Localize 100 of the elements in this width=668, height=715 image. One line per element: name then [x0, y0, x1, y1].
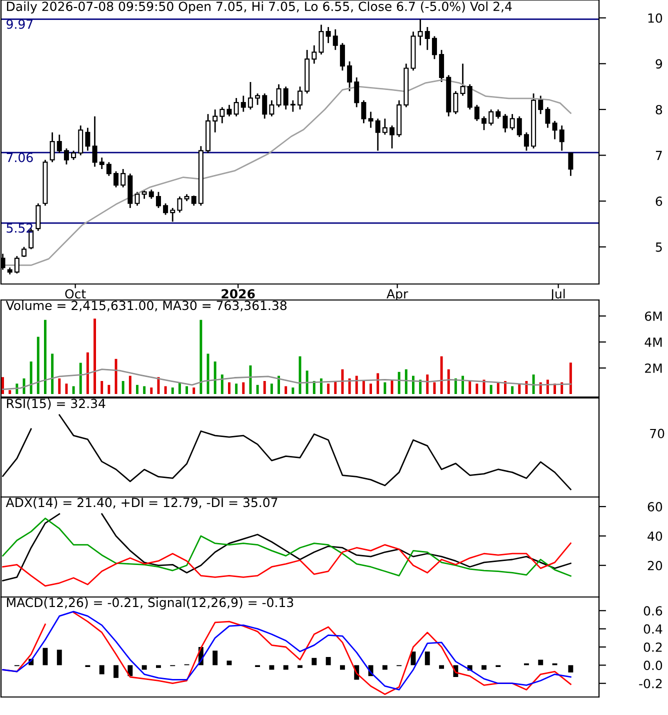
bar: [249, 365, 252, 394]
y-tick-label: 20: [648, 560, 662, 570]
bar: [326, 657, 331, 666]
chart-title: MACD(12,26) = -0.21, Signal(12,26,9) = -0.13: [7, 598, 294, 610]
bar: [468, 381, 472, 394]
candlestick: [177, 196, 182, 214]
bar: [382, 665, 388, 670]
chart-title: ADX(14) = 21.40, +DI = 12.79, -DI = 35.07: [6, 498, 278, 509]
bar: [454, 378, 457, 394]
bar: [511, 386, 514, 394]
x-tick-label: Oct: [65, 289, 86, 299]
candlestick: [163, 202, 168, 216]
bar: [143, 386, 146, 394]
bar: [269, 665, 274, 670]
line-series: [2, 542, 572, 587]
bar: [569, 362, 572, 394]
bar: [150, 388, 153, 394]
candlestick: [318, 24, 324, 56]
candlestick: [354, 76, 360, 108]
bar: [334, 381, 337, 394]
candlestick: [474, 104, 480, 122]
x-tick-label: 2026: [222, 289, 255, 299]
candlestick: [156, 191, 161, 209]
bar: [228, 382, 230, 394]
candlestick: [347, 60, 352, 92]
chart-title: RSI(15) = 32.34: [7, 398, 106, 410]
bar: [44, 320, 46, 394]
bar: [482, 665, 486, 670]
candlestick: [148, 188, 154, 200]
y-tick-label: 8: [656, 104, 662, 114]
bar: [72, 386, 75, 394]
bar: [424, 652, 430, 666]
y-tick-label: 4M: [644, 338, 662, 347]
candlestick: [22, 246, 27, 258]
ref-line-label: 9.97: [6, 19, 33, 29]
y-tick-label: 40: [648, 531, 662, 541]
bar: [263, 381, 266, 394]
candlestick: [269, 100, 274, 118]
bar: [51, 354, 54, 394]
candlestick: [453, 90, 458, 115]
candlestick: [36, 202, 41, 232]
bar: [242, 382, 245, 394]
bar: [440, 356, 443, 394]
candlestick: [92, 116, 98, 168]
bar: [192, 388, 196, 394]
candlestick: [332, 28, 338, 51]
chart-title: Volume = 2,415,631.00, MA30 = 763,361.38: [6, 300, 287, 312]
bar: [212, 650, 218, 666]
candlestick: [298, 86, 303, 110]
y-tick-label: 60: [648, 502, 662, 512]
bar: [157, 377, 160, 394]
candlestick: [212, 108, 218, 134]
candlestick: [85, 127, 90, 152]
candlestick: [552, 120, 558, 140]
bar: [376, 373, 380, 394]
bar: [568, 665, 574, 672]
bar: [100, 381, 104, 394]
candlestick: [482, 116, 487, 131]
candlestick: [240, 95, 246, 112]
bar: [298, 665, 302, 668]
candlestick: [64, 148, 69, 166]
y-tick-label: 6: [656, 196, 662, 206]
bar: [128, 376, 132, 394]
bar: [462, 376, 464, 394]
bar: [94, 318, 96, 394]
bar: [348, 378, 351, 394]
y-tick-label: 9: [656, 59, 662, 69]
bar: [86, 352, 89, 394]
bar: [214, 362, 216, 394]
candlestick: [516, 116, 522, 138]
bar: [56, 650, 62, 666]
bar: [538, 660, 544, 666]
y-tick-label: 2M: [645, 363, 662, 373]
candlestick: [375, 118, 380, 152]
bar: [58, 378, 61, 394]
bar: [439, 665, 444, 669]
candlestick: [234, 97, 239, 118]
bar: [226, 660, 232, 666]
candlestick: [255, 92, 260, 106]
candlestick: [220, 106, 225, 124]
bar: [433, 382, 436, 394]
candlestick: [290, 100, 296, 112]
candlestick: [248, 81, 253, 110]
bar: [398, 372, 400, 394]
y-tick-label: 6M: [645, 311, 662, 321]
bar: [79, 362, 82, 394]
candlestick: [114, 170, 119, 188]
candlestick: [71, 150, 76, 161]
bar: [270, 384, 273, 394]
bar: [292, 388, 294, 394]
candlestick: [559, 124, 564, 152]
candlestick: [99, 156, 104, 170]
candlestick: [488, 108, 494, 126]
bar: [108, 384, 110, 394]
candlestick: [106, 161, 112, 177]
candlestick: [191, 194, 196, 206]
bar: [426, 374, 429, 394]
candlestick: [460, 62, 466, 96]
bar: [518, 384, 521, 394]
candlestick: [56, 134, 62, 154]
